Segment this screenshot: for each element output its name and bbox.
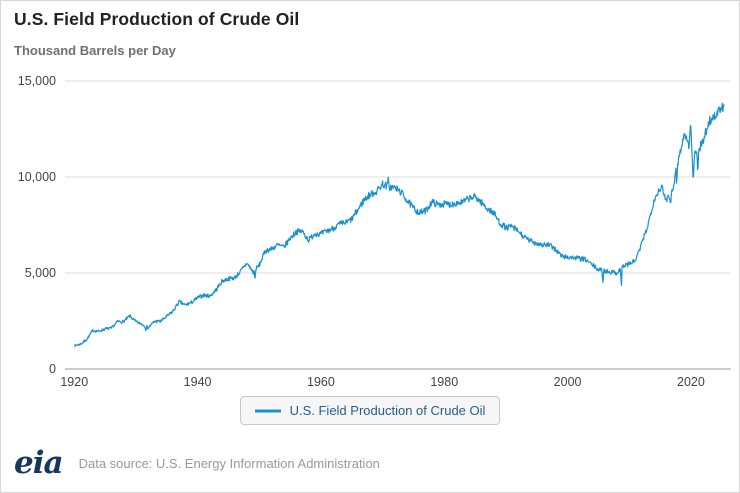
footer: eia Data source: U.S. Energy Information… [14, 444, 380, 482]
y-axis-label: 5,000 [25, 266, 56, 280]
eia-logo[interactable]: eia [14, 444, 64, 481]
legend[interactable]: U.S. Field Production of Crude Oil [239, 396, 501, 425]
x-axis-label: 1920 [60, 375, 88, 389]
crude-oil-series-line[interactable] [74, 102, 725, 348]
x-axis-label: 1960 [307, 375, 335, 389]
y-axis-label: 15,000 [18, 74, 56, 88]
x-axis-label: 2020 [677, 375, 705, 389]
y-axis-label: 10,000 [18, 170, 56, 184]
legend-wrap: U.S. Field Production of Crude Oil [1, 396, 739, 425]
y-axis-label: 0 [49, 362, 56, 376]
chart-units-label: Thousand Barrels per Day [14, 43, 176, 58]
legend-label: U.S. Field Production of Crude Oil [289, 403, 486, 418]
legend-line-sample-icon [254, 409, 281, 412]
x-axis-label: 1980 [430, 375, 458, 389]
data-source-text: Data source: U.S. Energy Information Adm… [78, 455, 380, 471]
x-axis-label: 1940 [184, 375, 212, 389]
chart-title: U.S. Field Production of Crude Oil [14, 9, 300, 29]
x-axis-label: 2000 [554, 375, 582, 389]
